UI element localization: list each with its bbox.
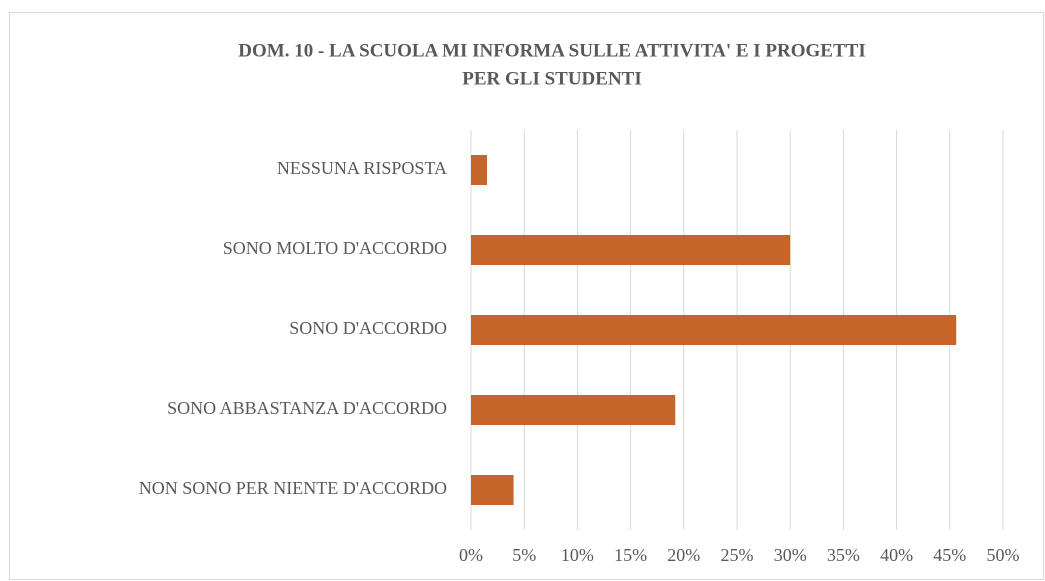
x-tick-label: 50% [987,545,1020,565]
y-tick-label: SONO D'ACCORDO [289,318,447,338]
x-tick-label: 30% [774,545,807,565]
bar [471,315,957,345]
y-tick-label: NON SONO PER NIENTE D'ACCORDO [139,478,447,498]
x-tick-label: 20% [667,545,700,565]
bar [471,155,487,185]
x-tick-label: 0% [459,545,483,565]
x-tick-label: 25% [721,545,754,565]
x-tick-label: 35% [827,545,860,565]
x-tick-label: 40% [880,545,913,565]
x-tick-label: 5% [512,545,536,565]
x-tick-label: 10% [561,545,594,565]
bar [471,395,676,425]
bar [471,235,791,265]
chart-title: PER GLI STUDENTI [462,68,642,89]
chart-title: DOM. 10 - LA SCUOLA MI INFORMA SULLE ATT… [238,40,865,61]
y-tick-label: SONO MOLTO D'ACCORDO [223,238,447,258]
x-tick-label: 45% [933,545,966,565]
chart-border [9,12,1044,580]
bar [471,475,514,505]
x-tick-label: 15% [614,545,647,565]
y-tick-label: NESSUNA RISPOSTA [277,158,447,178]
y-tick-label: SONO ABBASTANZA D'ACCORDO [167,398,447,418]
